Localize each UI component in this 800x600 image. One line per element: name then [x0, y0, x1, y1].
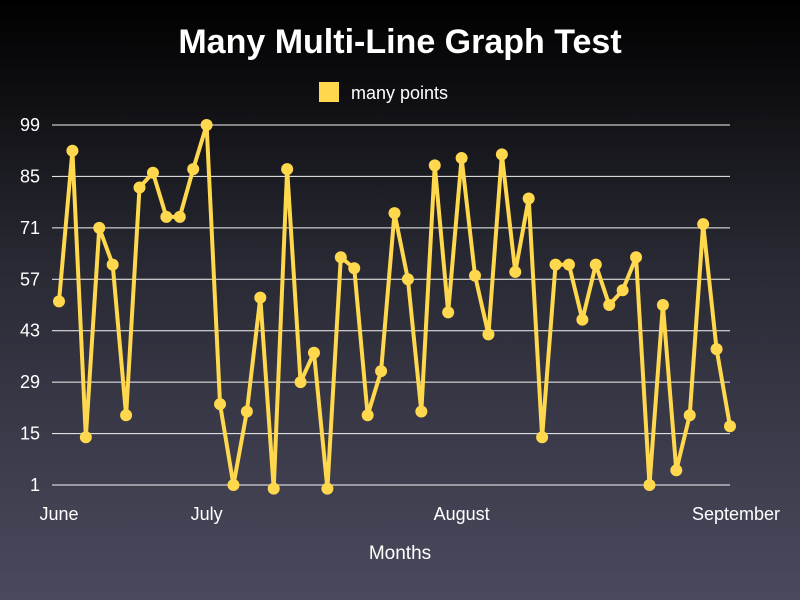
- data-point[interactable]: [536, 431, 549, 444]
- x-axis-label: Months: [369, 543, 431, 564]
- y-tick-label: 15: [20, 424, 40, 444]
- x-tick-label: September: [692, 504, 780, 524]
- series-line: [57, 123, 732, 491]
- data-point[interactable]: [133, 181, 146, 194]
- data-point[interactable]: [576, 313, 589, 326]
- data-point[interactable]: [710, 343, 723, 356]
- data-point[interactable]: [562, 258, 575, 271]
- data-point[interactable]: [187, 163, 200, 176]
- data-point[interactable]: [240, 405, 253, 418]
- data-point[interactable]: [200, 119, 213, 131]
- data-point[interactable]: [415, 405, 428, 418]
- data-point[interactable]: [549, 258, 562, 271]
- data-point[interactable]: [173, 210, 186, 223]
- data-point[interactable]: [307, 346, 320, 359]
- data-point[interactable]: [401, 273, 414, 286]
- data-point[interactable]: [294, 376, 307, 389]
- series-many-points: [53, 119, 736, 495]
- legend[interactable]: many points: [319, 82, 448, 103]
- data-point[interactable]: [670, 464, 683, 477]
- data-point[interactable]: [66, 144, 79, 157]
- chart-title: Many Multi-Line Graph Test: [178, 23, 621, 61]
- data-point[interactable]: [120, 409, 133, 422]
- legend-swatch: [319, 82, 339, 102]
- data-point[interactable]: [656, 299, 669, 311]
- y-tick-label: 71: [20, 218, 40, 238]
- data-point[interactable]: [482, 328, 495, 341]
- y-axis-ticks: 1 15 29 43 57 71 85 99: [20, 115, 40, 495]
- y-tick-label: 99: [20, 115, 40, 135]
- data-point[interactable]: [53, 295, 65, 308]
- data-point[interactable]: [697, 218, 710, 231]
- data-point[interactable]: [214, 398, 227, 411]
- data-point[interactable]: [146, 166, 159, 179]
- x-tick-label: June: [39, 504, 78, 524]
- data-point[interactable]: [469, 269, 482, 282]
- data-point[interactable]: [455, 152, 468, 165]
- data-point[interactable]: [334, 251, 347, 264]
- data-point[interactable]: [160, 210, 173, 223]
- data-point[interactable]: [79, 431, 92, 444]
- data-point[interactable]: [428, 159, 441, 172]
- data-point[interactable]: [375, 365, 388, 378]
- data-point[interactable]: [388, 207, 401, 220]
- data-point[interactable]: [227, 479, 240, 491]
- x-tick-label: July: [191, 504, 223, 524]
- y-tick-label: 57: [20, 269, 40, 289]
- data-point[interactable]: [106, 258, 119, 271]
- data-point[interactable]: [442, 306, 455, 319]
- data-point[interactable]: [643, 479, 656, 491]
- data-point[interactable]: [509, 265, 522, 278]
- y-tick-label: 29: [20, 372, 40, 392]
- data-point[interactable]: [321, 482, 334, 495]
- data-point[interactable]: [683, 409, 696, 422]
- data-point[interactable]: [616, 284, 629, 297]
- data-point[interactable]: [267, 482, 280, 495]
- data-point[interactable]: [522, 192, 535, 205]
- y-tick-label: 1: [30, 475, 40, 495]
- legend-label: many points: [351, 83, 448, 103]
- x-tick-label: August: [434, 504, 490, 524]
- data-point[interactable]: [495, 148, 508, 161]
- y-tick-label: 85: [20, 166, 40, 186]
- data-point[interactable]: [281, 163, 294, 176]
- data-point[interactable]: [93, 221, 106, 234]
- data-point[interactable]: [724, 420, 736, 433]
- data-point[interactable]: [589, 258, 602, 271]
- x-axis-ticks: June July August September: [39, 504, 780, 524]
- data-point[interactable]: [603, 299, 616, 311]
- data-point[interactable]: [254, 291, 267, 304]
- y-tick-label: 43: [20, 321, 40, 341]
- data-point[interactable]: [630, 251, 643, 264]
- grid: [52, 124, 730, 486]
- data-point[interactable]: [348, 262, 361, 275]
- data-point[interactable]: [361, 409, 374, 422]
